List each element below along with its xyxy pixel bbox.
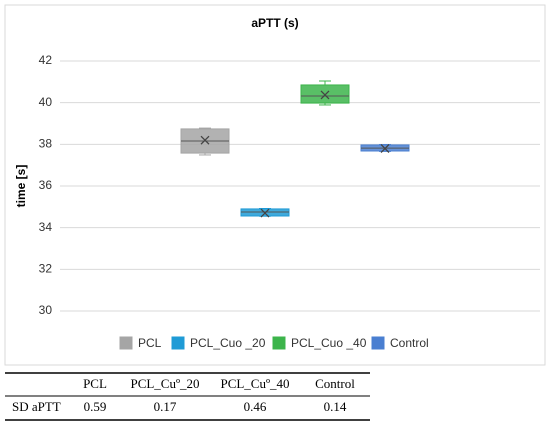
table-header: PCL_Cuº_40 [220,376,289,391]
y-tick-label: 40 [39,95,53,109]
y-tick-label: 32 [39,262,53,276]
y-tick-label: 36 [39,178,53,192]
chart-frame [4,4,546,366]
legend-swatch [171,336,185,350]
legend-swatch [371,336,385,350]
mean-marker [380,144,390,153]
table-header: PCL [83,376,107,391]
mean-marker [200,135,210,145]
table-cell: 0.46 [244,399,267,414]
table-cell: 0.14 [324,399,347,414]
legend-swatch [272,336,286,350]
chart-title: aPTT (s) [251,16,298,30]
mean-marker [320,90,330,100]
legend-label: PCL_Cuo _20 [190,336,266,350]
table-header: Control [315,376,355,391]
y-axis-label: time [s] [14,165,28,208]
legend-label: PCL_Cuo _40 [291,336,367,350]
legend-label: PCL [138,336,162,350]
y-tick-label: 38 [39,137,53,151]
y-tick-label: 30 [39,303,53,317]
y-tick-label: 42 [39,53,53,67]
table-cell: 0.59 [84,399,107,414]
table-cell: 0.17 [154,399,177,414]
legend-label: Control [390,336,429,350]
box [300,84,350,104]
mean-marker [260,208,270,218]
table-header: PCL_Cuº_20 [130,376,199,391]
table-row-label: SD aPTT [12,399,61,414]
y-tick-label: 34 [39,220,53,234]
legend-swatch [119,336,133,350]
